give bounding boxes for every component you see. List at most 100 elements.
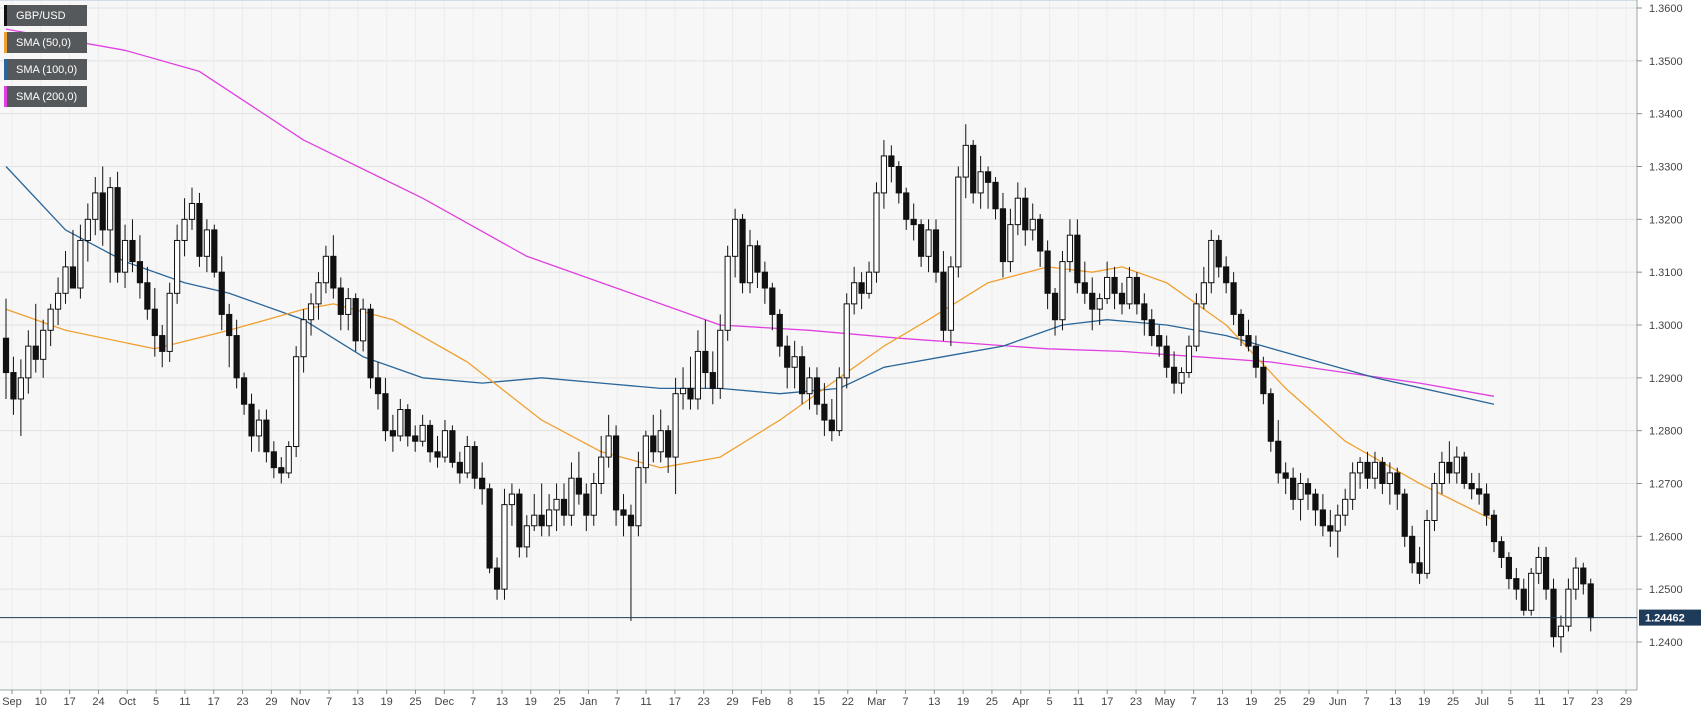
candle[interactable]	[69, 229, 77, 289]
candle[interactable]	[136, 235, 144, 299]
candle[interactable]	[538, 483, 545, 537]
candle[interactable]	[166, 282, 173, 362]
candle[interactable]	[315, 272, 322, 320]
candle[interactable]	[285, 441, 292, 479]
candle[interactable]	[665, 425, 672, 473]
candle[interactable]	[84, 203, 91, 262]
candle[interactable]	[114, 171, 121, 283]
candle[interactable]	[523, 515, 530, 558]
candle[interactable]	[1468, 472, 1475, 500]
candle[interactable]	[107, 177, 114, 283]
candle[interactable]	[1029, 203, 1036, 241]
candle[interactable]	[1476, 472, 1483, 505]
candle[interactable]	[605, 414, 612, 468]
candle[interactable]	[1007, 208, 1014, 273]
candle[interactable]	[1453, 446, 1460, 484]
candle[interactable]	[1364, 451, 1371, 489]
candle[interactable]	[516, 488, 523, 558]
candle[interactable]	[404, 404, 411, 447]
candle[interactable]	[1528, 568, 1535, 616]
candle[interactable]	[717, 314, 724, 399]
candle[interactable]	[293, 346, 300, 458]
candle[interactable]	[1074, 219, 1081, 294]
candle[interactable]	[464, 435, 471, 479]
candle[interactable]	[1572, 557, 1579, 600]
candle[interactable]	[761, 261, 768, 304]
candle[interactable]	[1312, 488, 1319, 526]
candle[interactable]	[307, 293, 315, 336]
candle[interactable]	[374, 361, 382, 410]
candle[interactable]	[1267, 388, 1274, 452]
candle[interactable]	[531, 494, 538, 532]
candle[interactable]	[1431, 472, 1438, 532]
candle[interactable]	[1401, 488, 1408, 547]
legend-item-sma-100[interactable]: SMA (100,0)	[4, 59, 88, 80]
candle[interactable]	[1565, 578, 1572, 632]
candle[interactable]	[92, 177, 99, 236]
candle[interactable]	[1126, 266, 1133, 310]
candle[interactable]	[1483, 483, 1490, 526]
sma-200-line[interactable]	[5, 28, 1495, 397]
candle[interactable]	[508, 483, 516, 526]
legend-item-gbpusd[interactable]: GBP/USD	[4, 5, 88, 26]
candle[interactable]	[1461, 451, 1468, 489]
candle[interactable]	[702, 319, 709, 389]
candle[interactable]	[984, 166, 992, 209]
candle[interactable]	[40, 319, 47, 378]
candle[interactable]	[218, 256, 225, 331]
candle[interactable]	[590, 472, 597, 526]
candle[interactable]	[1044, 240, 1051, 310]
candle[interactable]	[389, 414, 396, 452]
candle[interactable]	[188, 187, 196, 230]
candle[interactable]	[970, 140, 977, 204]
candle[interactable]	[1327, 509, 1334, 547]
candle[interactable]	[1290, 467, 1297, 510]
candle[interactable]	[1535, 546, 1542, 584]
candle[interactable]	[456, 451, 463, 484]
candle[interactable]	[1438, 451, 1446, 495]
candle[interactable]	[337, 277, 344, 331]
candle[interactable]	[1059, 251, 1066, 331]
candle[interactable]	[977, 155, 984, 209]
candle[interactable]	[798, 346, 806, 405]
candle[interactable]	[1193, 293, 1200, 352]
candle[interactable]	[895, 161, 902, 204]
candle[interactable]	[836, 367, 843, 436]
candle[interactable]	[360, 298, 367, 352]
candle[interactable]	[1089, 277, 1096, 331]
candle[interactable]	[1163, 335, 1170, 378]
candle[interactable]	[1505, 552, 1512, 590]
candle[interactable]	[151, 288, 158, 357]
candle[interactable]	[568, 462, 575, 526]
candle[interactable]	[1282, 462, 1289, 495]
candle[interactable]	[1118, 282, 1126, 315]
candle[interactable]	[1245, 319, 1252, 352]
candle[interactable]	[278, 457, 285, 484]
candle[interactable]	[99, 166, 106, 246]
candle[interactable]	[910, 203, 917, 241]
candle[interactable]	[382, 377, 389, 442]
candle[interactable]	[129, 219, 136, 273]
candle[interactable]	[1371, 451, 1379, 489]
candle[interactable]	[32, 303, 39, 373]
candle[interactable]	[419, 414, 426, 447]
candle[interactable]	[709, 351, 716, 405]
candle[interactable]	[992, 177, 999, 220]
candle[interactable]	[144, 266, 151, 320]
candle[interactable]	[746, 229, 754, 294]
candle[interactable]	[196, 192, 203, 267]
candle[interactable]	[1104, 261, 1111, 304]
legend-item-sma-50[interactable]: SMA (50,0)	[4, 32, 88, 53]
candle[interactable]	[880, 140, 888, 209]
candle[interactable]	[732, 208, 739, 278]
candle[interactable]	[769, 282, 776, 331]
candle[interactable]	[248, 393, 255, 452]
candle[interactable]	[17, 359, 24, 436]
candle[interactable]	[1490, 509, 1498, 553]
candle[interactable]	[1223, 256, 1230, 294]
candle[interactable]	[873, 182, 880, 283]
candle[interactable]	[851, 266, 858, 315]
candle[interactable]	[813, 367, 821, 415]
candle[interactable]	[821, 383, 828, 436]
